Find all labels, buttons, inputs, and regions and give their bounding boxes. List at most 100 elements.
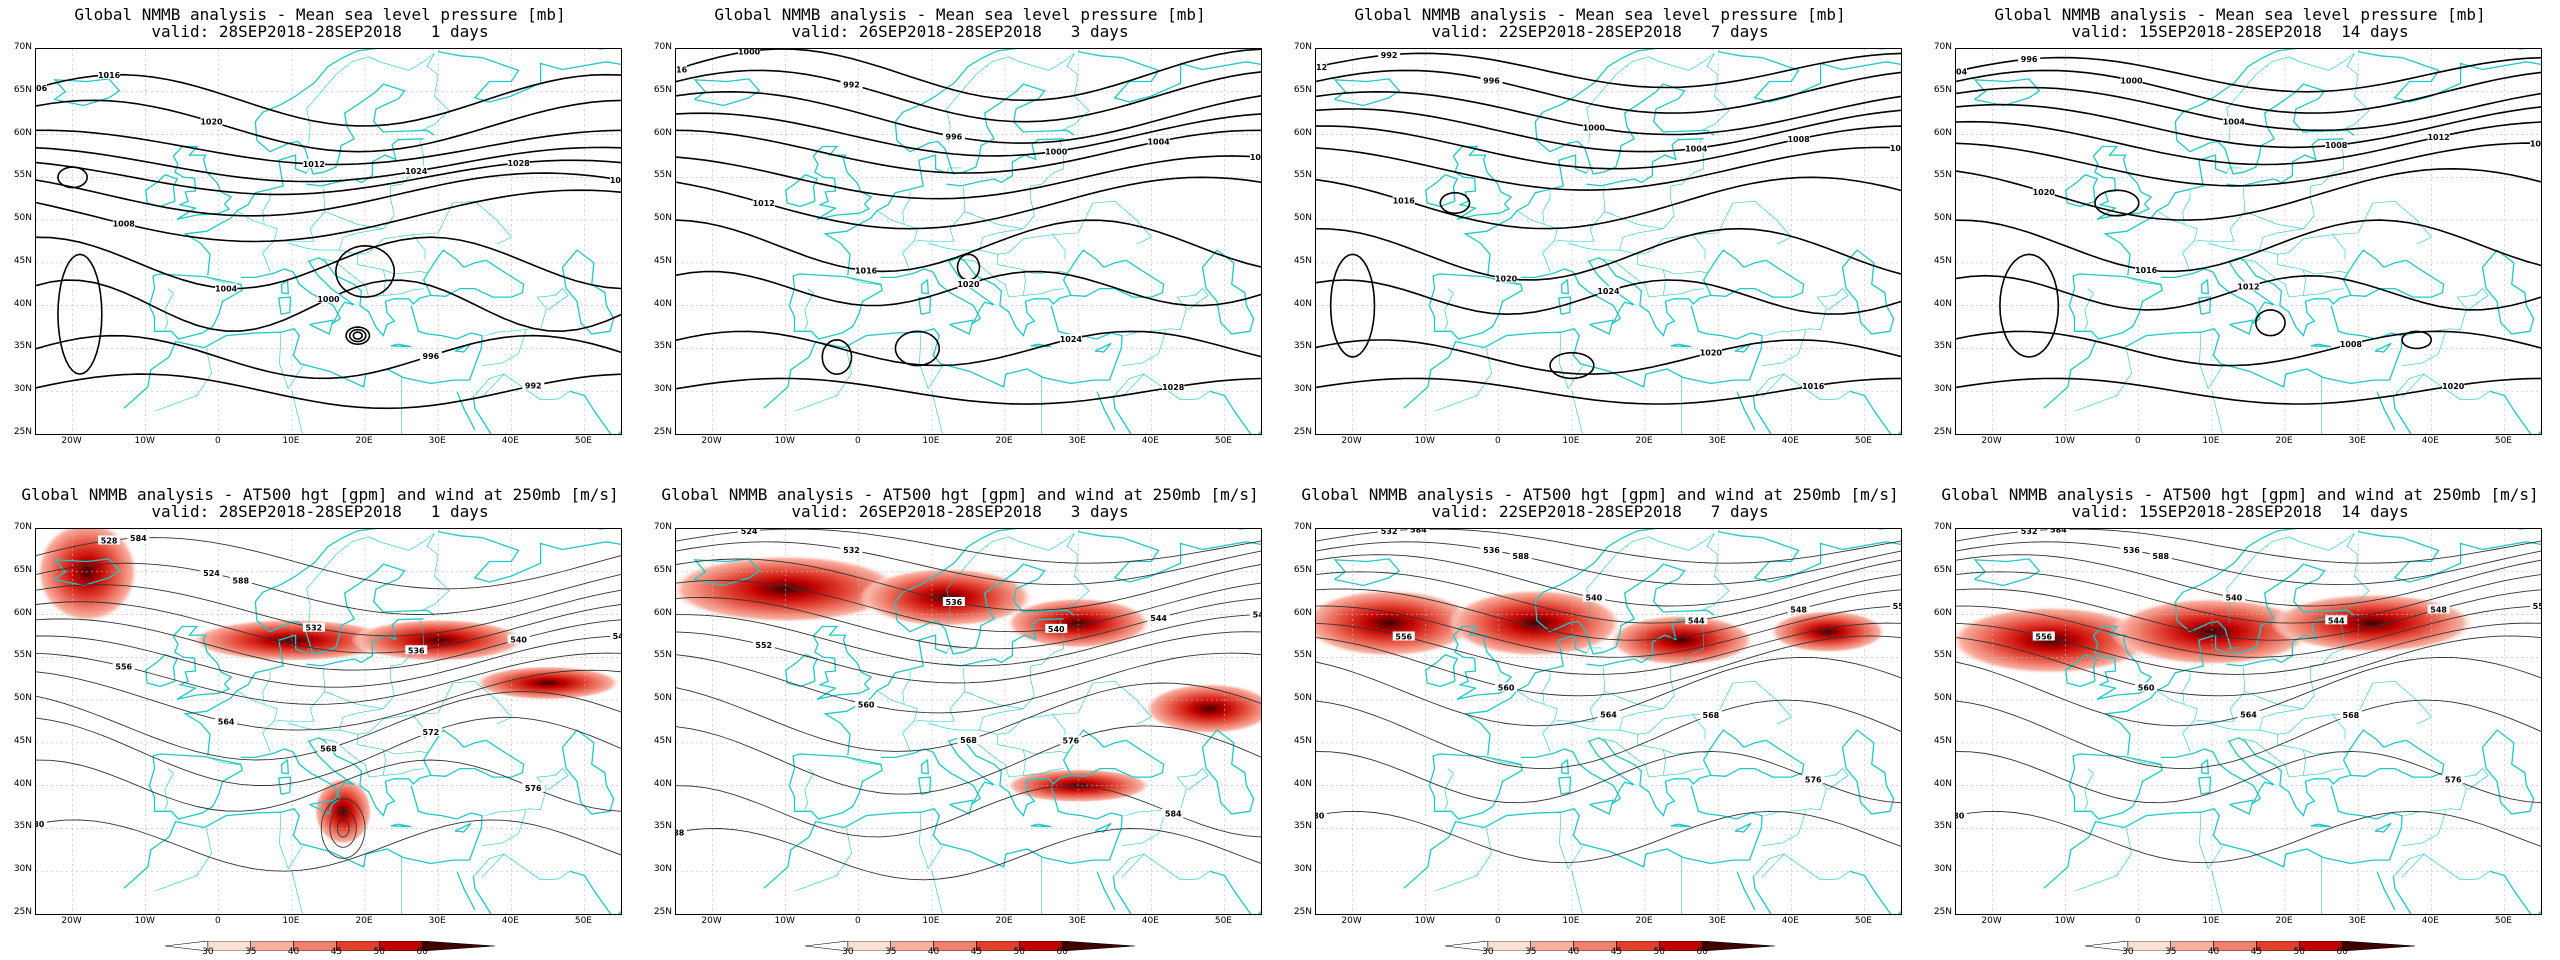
lat-tick-label: 70N bbox=[1933, 42, 1952, 52]
country-borders bbox=[795, 533, 1210, 914]
isoline-label: 1020 bbox=[957, 280, 980, 289]
isoline-label: 996 bbox=[946, 133, 963, 142]
lat-tick-label: 55N bbox=[1933, 650, 1952, 661]
jet-core bbox=[474, 665, 621, 701]
colorbar-tick-label: 35 bbox=[2164, 947, 2177, 957]
lon-tick-label: 10W bbox=[134, 916, 155, 926]
isoline-label: 1016 bbox=[855, 267, 878, 276]
isoline bbox=[36, 669, 621, 731]
mslp-panel: Global NMMB analysis - Mean sea level pr… bbox=[0, 0, 640, 480]
isoline bbox=[676, 631, 1261, 684]
isoline-label: 572 bbox=[423, 728, 440, 737]
colorbar-swatch bbox=[1061, 940, 1136, 952]
map-frame: 1000 992 996 1000 1004 1008 1012 1016 1020 1024 10… bbox=[675, 48, 1262, 435]
isoline-labels: 1000 992 996 1000 1004 1008 1012 1016 1020 1024 10… bbox=[676, 49, 1261, 392]
isoline-label: 536 bbox=[1483, 546, 1500, 555]
lat-tick-label: 70N bbox=[1293, 522, 1312, 532]
lon-tick-label: 0 bbox=[214, 916, 221, 926]
colorbar-swatches bbox=[1444, 940, 1776, 952]
isoline-label: 1032 bbox=[610, 176, 621, 185]
isoline-label: 560 bbox=[2138, 683, 2155, 692]
isoline bbox=[1956, 635, 2541, 697]
graticule bbox=[1956, 49, 2541, 434]
map-frame: 1016 1020 1012 1024 1028 1032 1008 1004 1000 996 9… bbox=[35, 48, 622, 435]
isoline-label: 536 bbox=[946, 598, 963, 607]
isoline bbox=[1316, 810, 1901, 864]
lon-tick-label: 50E bbox=[1214, 436, 1232, 446]
lon-tick-label: 10E bbox=[1562, 916, 1580, 926]
lon-tick-label: 10W bbox=[1414, 436, 1435, 446]
isoline bbox=[676, 725, 1261, 795]
isoline bbox=[36, 635, 621, 688]
country-borders bbox=[155, 53, 570, 434]
panel-title: Global NMMB analysis - AT500 hgt [gpm] a… bbox=[0, 486, 640, 520]
lat-tick-label: 40N bbox=[1933, 298, 1952, 309]
isoline-label: 532 bbox=[306, 624, 323, 633]
panel-title-line: Global NMMB analysis - AT500 hgt [gpm] a… bbox=[21, 485, 619, 504]
isoline-label: 1024 bbox=[1060, 335, 1083, 344]
lat-tick-label: 45N bbox=[13, 255, 32, 266]
lat-tick-label: 25N bbox=[1293, 907, 1312, 917]
isoline bbox=[676, 579, 1261, 633]
map-frame: 992 996 1000 1004 1008 1012 1016 1020 1024 1020 10… bbox=[1315, 48, 1902, 435]
lat-tick-label: 70N bbox=[13, 522, 32, 532]
jet-core bbox=[36, 529, 139, 624]
isoline bbox=[676, 541, 1261, 586]
isoline-label: 996 bbox=[2021, 55, 2038, 64]
isoline-label: 1012 bbox=[1890, 144, 1901, 153]
lat-tick-label: 45N bbox=[1293, 255, 1312, 266]
lat-tick-label: 50N bbox=[653, 213, 672, 224]
lon-tick-label: 50E bbox=[1854, 436, 1872, 446]
lon-tick-label: 50E bbox=[574, 916, 592, 926]
isoline-label: 568 bbox=[320, 745, 337, 754]
lat-tick-label: 60N bbox=[1293, 607, 1312, 618]
panel-title-line: Global NMMB analysis - Mean sea level pr… bbox=[74, 5, 566, 24]
lat-tick-label: 65N bbox=[13, 84, 32, 95]
panel-valid-period: valid: 28SEP2018-28SEP2018 1 days bbox=[151, 22, 489, 41]
isoline bbox=[1956, 605, 2541, 658]
lat-tick-label: 40N bbox=[1933, 778, 1952, 789]
isoline-label: 1004 bbox=[1685, 144, 1708, 153]
isoline-label: 1012 bbox=[303, 160, 325, 169]
isoline-label: 584 bbox=[130, 534, 147, 543]
isoline bbox=[36, 373, 621, 410]
panel-title: Global NMMB analysis - Mean sea level pr… bbox=[640, 6, 1280, 40]
isoline-label: 540 bbox=[1048, 625, 1065, 634]
isoline-label: 1008 bbox=[113, 220, 136, 229]
isoline bbox=[1956, 554, 2541, 607]
isoline-label: 1000 bbox=[738, 49, 761, 56]
lat-tick-label: 70N bbox=[13, 42, 32, 52]
isoline-label: 560 bbox=[1498, 683, 1515, 692]
lat-tick-label: 25N bbox=[653, 427, 672, 437]
lat-tick-label: 30N bbox=[13, 384, 32, 395]
lat-tick-label: 25N bbox=[1933, 907, 1952, 917]
lat-tick-label: 25N bbox=[13, 427, 32, 437]
jet-core bbox=[1144, 683, 1261, 735]
isoline bbox=[1316, 108, 1901, 153]
lon-tick-label: 50E bbox=[2494, 436, 2512, 446]
lon-tick-label: 40E bbox=[1781, 436, 1799, 446]
closed-isoline bbox=[345, 326, 371, 346]
isoline bbox=[36, 99, 621, 153]
colorbar-tick-label: 40 bbox=[287, 947, 300, 957]
isoline bbox=[36, 819, 621, 872]
closed-isoline bbox=[1329, 253, 1376, 358]
isoline bbox=[1956, 69, 2541, 114]
wind-colorbar: 30 35 40 45 50 60 bbox=[164, 936, 496, 958]
lat-tick-label: 40N bbox=[653, 298, 672, 309]
lat-tick-label: 65N bbox=[1293, 84, 1312, 95]
isoline-label: 1004 bbox=[215, 284, 238, 293]
colorbar-tick-label: 60 bbox=[2336, 947, 2348, 957]
lat-tick-label: 50N bbox=[1293, 693, 1312, 704]
closed-isoline bbox=[1549, 351, 1595, 380]
isoline-label: 576 bbox=[2445, 775, 2462, 784]
graticule bbox=[1316, 529, 1901, 914]
lon-tick-label: 30E bbox=[1708, 436, 1726, 446]
isoline-label: 584 bbox=[2050, 529, 2067, 534]
lat-tick-label: 35N bbox=[1293, 341, 1312, 352]
map-plot: 1000 992 996 1000 1004 1008 1012 1016 1020 1024 10… bbox=[676, 49, 1261, 434]
isoline-labels: 1016 1020 1012 1024 1028 1032 1008 1004 1000 996 9… bbox=[36, 69, 621, 391]
isoline bbox=[676, 558, 1261, 611]
isoline bbox=[676, 529, 1261, 564]
graticule bbox=[36, 529, 621, 914]
